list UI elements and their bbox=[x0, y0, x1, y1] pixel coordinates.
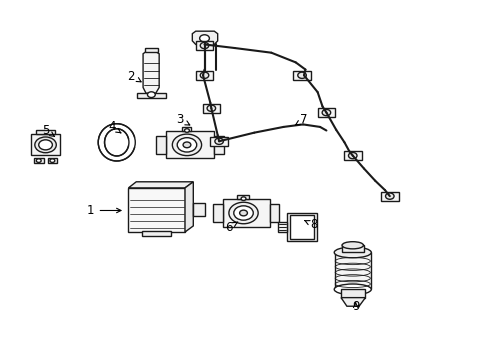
Circle shape bbox=[172, 134, 201, 156]
Circle shape bbox=[36, 159, 41, 162]
Polygon shape bbox=[343, 151, 361, 160]
Polygon shape bbox=[214, 135, 224, 154]
Polygon shape bbox=[47, 158, 57, 163]
Ellipse shape bbox=[341, 242, 363, 249]
Polygon shape bbox=[195, 71, 213, 80]
Polygon shape bbox=[142, 231, 171, 235]
Circle shape bbox=[228, 202, 258, 224]
Circle shape bbox=[385, 193, 393, 199]
Polygon shape bbox=[222, 199, 269, 226]
Circle shape bbox=[297, 72, 305, 78]
Circle shape bbox=[200, 72, 208, 78]
Polygon shape bbox=[277, 222, 287, 232]
Text: 2: 2 bbox=[127, 69, 141, 82]
Polygon shape bbox=[156, 135, 166, 154]
Polygon shape bbox=[182, 127, 190, 131]
Ellipse shape bbox=[98, 124, 135, 161]
Polygon shape bbox=[143, 51, 159, 93]
Polygon shape bbox=[202, 104, 220, 113]
Circle shape bbox=[241, 197, 245, 201]
Polygon shape bbox=[293, 71, 310, 80]
Circle shape bbox=[35, 137, 56, 153]
Circle shape bbox=[239, 210, 247, 216]
Circle shape bbox=[50, 159, 55, 162]
Ellipse shape bbox=[333, 247, 370, 258]
Polygon shape bbox=[128, 182, 193, 188]
Circle shape bbox=[322, 109, 330, 116]
Circle shape bbox=[199, 35, 209, 42]
Polygon shape bbox=[269, 204, 278, 222]
Polygon shape bbox=[287, 213, 316, 241]
Text: 9: 9 bbox=[351, 300, 359, 313]
Circle shape bbox=[200, 42, 208, 49]
Circle shape bbox=[147, 92, 155, 98]
Polygon shape bbox=[166, 131, 214, 158]
Circle shape bbox=[206, 105, 215, 111]
Circle shape bbox=[214, 138, 223, 144]
Polygon shape bbox=[289, 215, 314, 239]
Polygon shape bbox=[184, 182, 193, 232]
Polygon shape bbox=[192, 31, 217, 44]
Circle shape bbox=[184, 129, 189, 132]
Polygon shape bbox=[340, 289, 365, 298]
Polygon shape bbox=[334, 252, 370, 289]
Polygon shape bbox=[128, 188, 184, 232]
Text: 6: 6 bbox=[224, 221, 237, 234]
Polygon shape bbox=[380, 192, 398, 201]
Polygon shape bbox=[34, 158, 43, 163]
Circle shape bbox=[348, 153, 356, 159]
Polygon shape bbox=[341, 245, 363, 252]
Polygon shape bbox=[36, 130, 55, 134]
Polygon shape bbox=[212, 204, 222, 222]
Text: 4: 4 bbox=[108, 121, 121, 134]
Polygon shape bbox=[193, 203, 204, 216]
Polygon shape bbox=[31, 134, 60, 155]
Polygon shape bbox=[144, 48, 158, 51]
Text: 8: 8 bbox=[304, 218, 317, 231]
Polygon shape bbox=[210, 137, 227, 146]
Circle shape bbox=[177, 138, 196, 152]
Circle shape bbox=[233, 206, 253, 220]
Polygon shape bbox=[317, 108, 334, 117]
Polygon shape bbox=[195, 41, 213, 50]
Text: 5: 5 bbox=[42, 124, 55, 137]
Ellipse shape bbox=[104, 129, 129, 156]
Polygon shape bbox=[340, 298, 365, 306]
Text: 7: 7 bbox=[294, 113, 307, 126]
Circle shape bbox=[183, 142, 190, 148]
Polygon shape bbox=[237, 195, 249, 199]
Polygon shape bbox=[137, 93, 165, 98]
Circle shape bbox=[39, 140, 52, 150]
Text: 1: 1 bbox=[87, 204, 121, 217]
Text: 3: 3 bbox=[176, 113, 189, 126]
Ellipse shape bbox=[333, 284, 370, 295]
